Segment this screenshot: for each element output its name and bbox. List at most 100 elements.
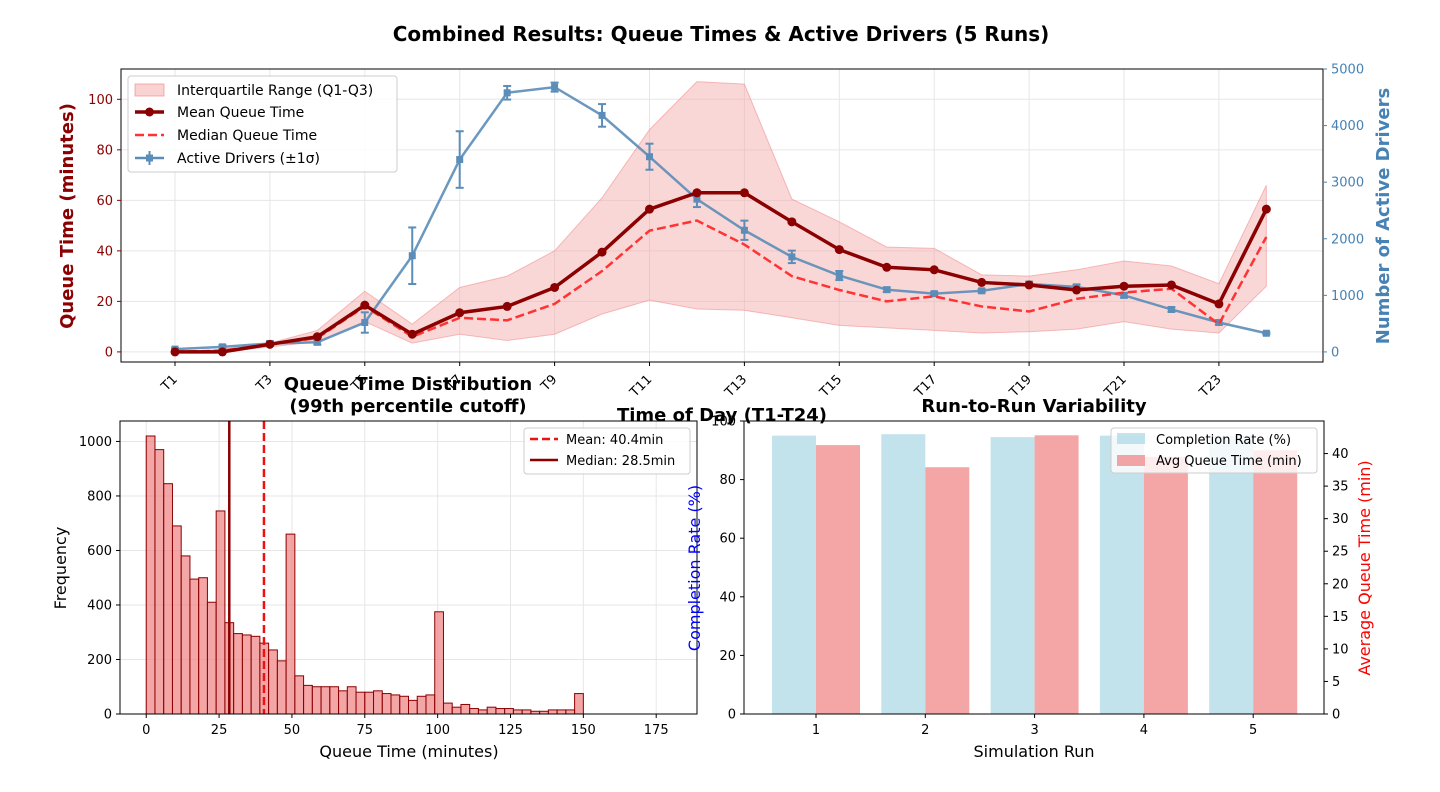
mean-marker	[1214, 299, 1224, 309]
top-legend-box	[127, 75, 398, 173]
legend-swatch-completion	[1117, 433, 1145, 444]
hist-legend-box	[523, 427, 691, 475]
top-legend-label: Active Drivers (±1σ)	[177, 151, 320, 167]
runs-legend-item: Completion Rate (%)	[1117, 433, 1291, 448]
hist-x-tick-label: 0	[142, 723, 150, 738]
drivers-point	[930, 290, 939, 298]
runs-right-tick-label: 15	[1332, 610, 1349, 625]
runs-legend-label: Avg Queue Time (min)	[1156, 454, 1302, 469]
runs-right-tick-label: 35	[1332, 480, 1349, 495]
drivers-point	[1167, 305, 1176, 313]
hist-bar	[346, 686, 357, 715]
hist-bar	[416, 695, 427, 715]
hist-bar	[268, 649, 278, 715]
drivers-marker	[456, 156, 464, 164]
hist-x-tick-label: 50	[284, 723, 301, 738]
runs-left-tick-label: 40	[719, 590, 736, 605]
avg-queue-time-bar	[1143, 456, 1188, 714]
hist-x-tick-label: 75	[357, 723, 374, 738]
drivers-marker	[978, 287, 986, 295]
runs-left-tick-label: 60	[719, 532, 736, 547]
hist-bar	[565, 709, 576, 715]
hist-y-tick-label: 0	[104, 708, 112, 723]
top-legend-item: Active Drivers (±1σ)	[135, 151, 320, 167]
top-right-tick-label: 1000	[1331, 289, 1364, 304]
hist-bar	[399, 695, 409, 715]
top-right-axis-label: Number of Active Drivers	[1373, 88, 1394, 344]
hist-bar	[198, 577, 208, 715]
runs-left-tick-label: 0	[728, 708, 736, 723]
top-legend-item: Mean Queue Time	[135, 105, 304, 121]
hist-bar	[469, 708, 479, 715]
runs-x-tick-label: 3	[1030, 723, 1038, 738]
runs-x-tick-label: 1	[812, 723, 820, 738]
hist-bar	[311, 686, 322, 715]
top-x-tick-label: T23	[1196, 372, 1225, 401]
mean-marker	[692, 188, 702, 198]
hist-x-tick-label: 100	[425, 723, 450, 738]
runs-left-axis-label: Completion Rate (%)	[685, 485, 704, 651]
top-legend-item: Interquartile Range (Q1-Q3)	[134, 83, 373, 99]
hist-y-tick-label: 600	[87, 544, 112, 559]
runs-legend: Completion Rate (%) Avg Queue Time (min)	[1110, 427, 1318, 474]
runs-axes: 0 20 40 60 80 100 0 5 10 15 20 25 30 35 40 1 2 3 4 5	[711, 415, 1348, 739]
hist-bar	[504, 708, 514, 715]
hist-bar	[495, 708, 506, 715]
completion-rate-bar	[1099, 435, 1144, 714]
mean-marker	[1261, 204, 1271, 214]
drivers-marker	[693, 195, 701, 203]
hist-plot-frame	[119, 420, 698, 715]
top-right-tick-label: 5000	[1331, 63, 1364, 78]
hist-bar	[477, 709, 488, 715]
runs-right-tick-label: 30	[1332, 512, 1349, 527]
top-x-tick-label: T11	[627, 372, 656, 401]
hist-bar	[206, 601, 217, 715]
runs-x-axis-label: Simulation Run	[974, 742, 1095, 761]
top-legend: Interquartile Range (Q1-Q3) Mean Queue Ti…	[127, 75, 398, 173]
hist-bar	[163, 483, 173, 715]
hist-bar	[294, 675, 305, 715]
drivers-point	[455, 130, 464, 189]
hist-title-line-1: Queue Time Distribution	[284, 374, 532, 395]
drivers-point	[503, 84, 512, 101]
legend-swatch-avg-queue	[1117, 455, 1145, 466]
mean-marker	[645, 204, 654, 214]
drivers-point	[550, 81, 559, 93]
legend-swatch-drivers-marker	[146, 154, 153, 162]
hist-bar	[276, 660, 287, 715]
run-variability-chart: 0 20 40 60 80 100 0 5 10 15 20 25 30 35 40 1 2 3 4 5 Run-to…	[685, 396, 1374, 761]
top-legend-item: Median Queue Time	[135, 128, 317, 144]
runs-right-tick-label: 20	[1332, 577, 1349, 592]
top-x-tick-label: T1	[158, 372, 181, 395]
runs-right-tick-label: 0	[1332, 708, 1340, 723]
mean-marker	[265, 339, 275, 349]
top-left-axis-label: Queue Time (minutes)	[57, 103, 78, 329]
mean-marker	[597, 247, 607, 257]
top-legend-label: Median Queue Time	[177, 128, 317, 144]
mean-marker	[977, 277, 987, 287]
top-right-tick-label: 0	[1331, 345, 1339, 360]
figure-title: Combined Results: Queue Times & Active D…	[393, 22, 1050, 46]
drivers-marker	[361, 319, 369, 327]
runs-right-axis-label: Average Queue Time (min)	[1355, 460, 1374, 675]
top-x-tick-label: T15	[817, 372, 846, 401]
drivers-marker	[313, 338, 321, 346]
runs-left-tick-label: 20	[719, 649, 736, 664]
hist-legend-label: Median: 28.5min	[566, 454, 675, 469]
avg-queue-time-bar	[816, 445, 860, 714]
drivers-marker	[408, 252, 416, 260]
completion-rate-bar	[772, 435, 816, 714]
hist-bars	[145, 435, 584, 715]
drivers-marker	[835, 272, 843, 280]
runs-right-tick-label: 5	[1332, 675, 1340, 690]
hist-y-tick-label: 1000	[79, 435, 112, 450]
hist-bar	[486, 706, 497, 715]
mean-marker	[882, 262, 892, 272]
hist-bar	[373, 690, 383, 715]
drivers-marker	[503, 89, 511, 97]
top-left-tick-label: 60	[96, 194, 113, 209]
hist-bar	[303, 684, 313, 715]
hist-y-tick-label: 200	[87, 653, 112, 668]
mean-marker	[739, 188, 749, 198]
hist-bar	[355, 691, 366, 715]
